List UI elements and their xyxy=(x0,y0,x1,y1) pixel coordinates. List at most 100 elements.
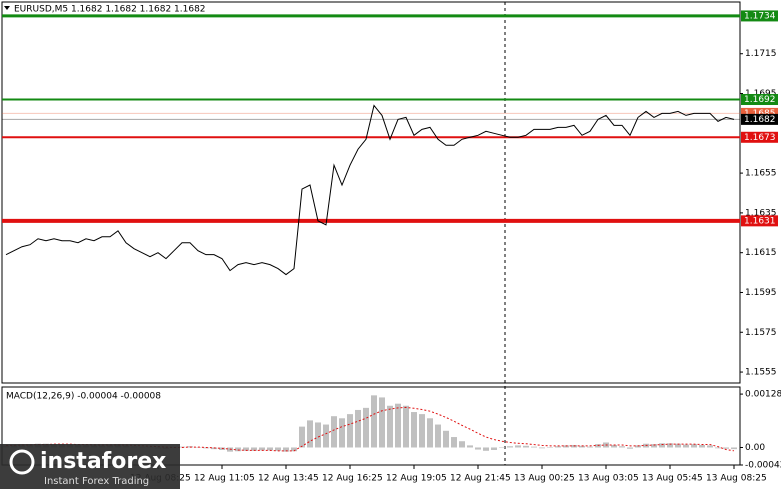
macd-bar xyxy=(475,447,481,450)
macd-bar xyxy=(547,447,553,448)
macd-bar xyxy=(363,407,369,448)
watermark-tagline: Instant Forex Trading xyxy=(44,476,149,487)
level-label-box xyxy=(741,10,778,22)
macd-bar xyxy=(403,405,409,448)
watermark-logo xyxy=(9,449,35,475)
macd-bar xyxy=(419,414,425,448)
level-label-box xyxy=(741,113,778,125)
x-tick-label: 12 Aug 16:25 xyxy=(322,474,383,484)
x-tick-label: 13 Aug 03:05 xyxy=(578,474,639,484)
y-tick-label: 1.1715 xyxy=(745,49,777,59)
y-tick-label: 1.1615 xyxy=(745,248,777,258)
y-tick-label: 1.1595 xyxy=(745,288,777,298)
x-tick-label: 12 Aug 13:45 xyxy=(258,474,319,484)
macd-bar xyxy=(531,446,537,448)
macd-bar xyxy=(523,445,529,448)
macd-bar xyxy=(659,443,665,448)
x-tick-label: 12 Aug 21:45 xyxy=(450,474,511,484)
macd-bar xyxy=(651,444,657,448)
level-label-box xyxy=(741,107,778,119)
macd-bar xyxy=(307,420,313,448)
macd-bar xyxy=(707,445,713,448)
macd-bar xyxy=(731,447,737,450)
macd-bar xyxy=(411,412,417,448)
level-label: 1.1631 xyxy=(744,216,776,226)
macd-bar xyxy=(435,424,441,448)
macd-bar xyxy=(723,447,729,449)
macd-bar xyxy=(539,447,545,449)
price-panel xyxy=(1,1,741,384)
price-line xyxy=(5,104,735,276)
y-tick-label: 1.1575 xyxy=(745,328,777,338)
macd-bar xyxy=(339,418,345,448)
x-tick-label: 13 Aug 05:45 xyxy=(642,474,703,484)
macd-bar xyxy=(459,441,465,448)
x-tick-label: 12 Aug 19:05 xyxy=(386,474,447,484)
macd-bar xyxy=(491,447,497,450)
x-tick-label: 12 Aug 11:05 xyxy=(194,474,255,484)
level-label: 1.1673 xyxy=(744,133,776,143)
macd-bar xyxy=(315,422,321,448)
macd-bar xyxy=(387,405,393,448)
macd-bar xyxy=(323,424,329,448)
macd-bar xyxy=(619,446,625,448)
y-tick-label: 1.1635 xyxy=(745,208,777,218)
macd-bar xyxy=(451,437,457,448)
macd-bar xyxy=(579,445,585,448)
macd-bar xyxy=(371,395,377,448)
macd-bar xyxy=(283,447,289,452)
macd-bar xyxy=(379,397,385,448)
macd-bar xyxy=(515,445,521,448)
macd-bar xyxy=(259,447,265,451)
macd-bar xyxy=(267,447,273,451)
y-tick-label: 0.00 xyxy=(745,443,765,453)
macd-title: MACD(12,26,9) -0.00004 -0.00008 xyxy=(6,392,161,402)
macd-bar xyxy=(395,403,401,448)
macd-bar xyxy=(467,445,473,448)
y-tick-label: 1.1655 xyxy=(745,169,777,179)
menu-arrow xyxy=(4,6,10,10)
macd-bar xyxy=(427,418,433,448)
macd-bar xyxy=(243,447,249,451)
macd-panel xyxy=(1,386,741,466)
x-tick-label: 13 Aug 08:25 xyxy=(706,474,767,484)
plot: 1.17151.16951.16551.16351.16151.15951.15… xyxy=(2,10,781,484)
watermark-brand: instaforex xyxy=(40,449,166,474)
level-label-box xyxy=(741,93,778,105)
macd-bar xyxy=(691,444,697,448)
macd-bar xyxy=(563,445,569,448)
macd-bar xyxy=(299,426,305,448)
macd-bar xyxy=(275,447,281,451)
macd-bar xyxy=(699,444,705,448)
y-tick-label: -0.00042 xyxy=(745,461,781,471)
level-label: 1.1734 xyxy=(744,11,776,21)
macd-bar xyxy=(683,444,689,448)
macd-bar xyxy=(635,445,641,448)
watermark-box xyxy=(0,444,180,489)
level-label-box xyxy=(741,131,778,143)
chart-header: EURUSD,M5 1.1682 1.1682 1.1682 1.1682 xyxy=(14,5,206,15)
macd-bar xyxy=(627,447,633,449)
macd-bar xyxy=(587,446,593,448)
macd-bar xyxy=(291,447,297,452)
macd-bar xyxy=(443,430,449,448)
x-tick-label: 13 Aug 00:25 xyxy=(514,474,575,484)
macd-bar xyxy=(555,446,561,448)
macd-bar xyxy=(355,409,361,448)
macd-bar xyxy=(235,447,241,452)
macd-bar xyxy=(251,447,257,451)
macd-bar xyxy=(611,444,617,448)
macd-bar xyxy=(667,443,673,448)
macd-bar xyxy=(347,414,353,448)
y-tick-label: 1.1555 xyxy=(745,368,777,378)
macd-bar xyxy=(715,447,721,449)
level-label-box xyxy=(741,215,778,227)
level-label: 1.1692 xyxy=(744,95,776,105)
macd-bar xyxy=(331,416,337,448)
y-tick-label: 0.00128 xyxy=(745,390,781,400)
macd-bar xyxy=(483,447,489,451)
level-label: 1.1682 xyxy=(744,115,776,125)
macd-bar xyxy=(675,443,681,448)
macd-bar xyxy=(499,447,505,448)
